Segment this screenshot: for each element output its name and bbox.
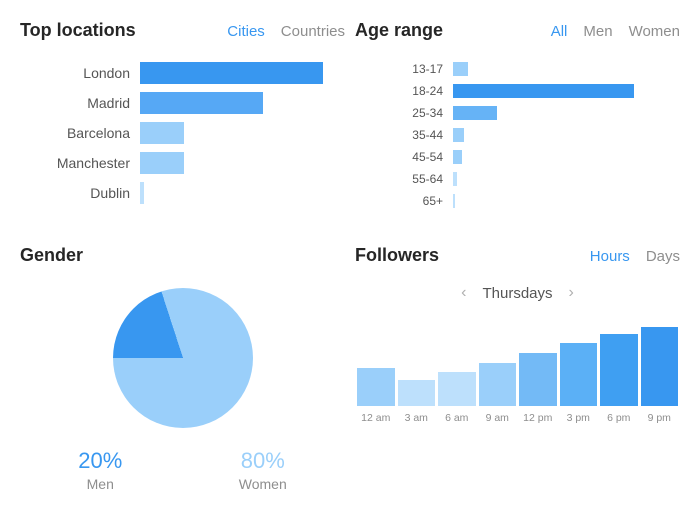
gender-men-pct: 20% <box>78 448 122 474</box>
location-row: Madrid <box>20 89 339 117</box>
age-range-title: Age range <box>355 20 443 41</box>
location-bar <box>140 62 323 84</box>
top-locations-chart: London Madrid Barcelona Manchester Dublin <box>20 59 345 207</box>
location-bar <box>140 122 184 144</box>
followers-chart-labels: 12 am3 am6 am9 am12 pm3 pm6 pm9 pm <box>355 412 680 424</box>
gender-women-label: Women <box>239 476 287 492</box>
age-bar <box>453 106 497 120</box>
followers-panel: Followers Hours Days ‹ Thursdays › 12 am… <box>355 245 680 514</box>
followers-bar-label: 3 pm <box>560 412 598 424</box>
followers-bar-label: 6 pm <box>600 412 638 424</box>
gender-title: Gender <box>20 245 83 266</box>
followers-bar-label: 9 am <box>479 412 517 424</box>
location-label: Barcelona <box>20 125 140 141</box>
gender-men-label: Men <box>78 476 122 492</box>
location-bar <box>140 182 144 204</box>
followers-bar <box>641 327 679 406</box>
followers-chart <box>355 320 680 406</box>
age-bar <box>453 128 464 142</box>
age-range-chart: 13-17 18-24 25-34 35-44 45-54 55-64 65+ <box>355 59 680 211</box>
tab-days[interactable]: Days <box>646 248 680 265</box>
age-row: 25-34 <box>355 103 674 123</box>
tab-age-all[interactable]: All <box>551 23 568 40</box>
followers-tabs: Hours Days <box>590 248 680 265</box>
age-row: 65+ <box>355 191 674 211</box>
age-label: 45-54 <box>355 150 453 164</box>
location-row: Dublin <box>20 179 339 207</box>
followers-bar <box>600 334 638 406</box>
age-row: 35-44 <box>355 125 674 145</box>
gender-panel: Gender 20% Men 80% Women <box>20 245 345 514</box>
age-bar <box>453 84 634 98</box>
location-bar <box>140 92 263 114</box>
followers-bar <box>479 363 517 406</box>
tab-age-men[interactable]: Men <box>583 23 612 40</box>
location-label: Madrid <box>20 95 140 111</box>
top-locations-title: Top locations <box>20 20 136 41</box>
chevron-left-icon[interactable]: ‹ <box>461 284 466 302</box>
tab-hours[interactable]: Hours <box>590 248 630 265</box>
age-bar <box>453 150 462 164</box>
followers-bar-label: 9 pm <box>641 412 679 424</box>
followers-bar <box>519 353 557 406</box>
followers-bar <box>398 380 436 406</box>
age-label: 35-44 <box>355 128 453 142</box>
location-row: Barcelona <box>20 119 339 147</box>
followers-bar-label: 6 am <box>438 412 476 424</box>
top-locations-panel: Top locations Cities Countries London Mad… <box>20 20 345 235</box>
top-locations-tabs: Cities Countries <box>227 23 345 40</box>
tab-countries[interactable]: Countries <box>281 23 345 40</box>
gender-women-value: 80% Women <box>239 448 287 492</box>
followers-title: Followers <box>355 245 439 266</box>
location-row: Manchester <box>20 149 339 177</box>
chevron-right-icon[interactable]: › <box>569 284 574 302</box>
age-bar <box>453 62 468 76</box>
location-label: London <box>20 65 140 81</box>
age-row: 55-64 <box>355 169 674 189</box>
age-label: 13-17 <box>355 62 453 76</box>
location-bar <box>140 152 184 174</box>
age-label: 65+ <box>355 194 453 208</box>
location-row: London <box>20 59 339 87</box>
age-bar <box>453 194 455 208</box>
age-row: 18-24 <box>355 81 674 101</box>
age-label: 25-34 <box>355 106 453 120</box>
followers-bar <box>560 343 598 406</box>
age-row: 45-54 <box>355 147 674 167</box>
followers-day-label: Thursdays <box>482 285 552 302</box>
age-range-panel: Age range All Men Women 13-17 18-24 25-34 3… <box>355 20 680 235</box>
location-label: Manchester <box>20 155 140 171</box>
age-bar <box>453 172 457 186</box>
followers-bar-label: 12 pm <box>519 412 557 424</box>
followers-day-selector: ‹ Thursdays › <box>355 284 680 302</box>
tab-cities[interactable]: Cities <box>227 23 265 40</box>
tab-age-women[interactable]: Women <box>629 23 680 40</box>
gender-pie-chart <box>113 288 253 428</box>
followers-bar <box>357 368 395 406</box>
age-row: 13-17 <box>355 59 674 79</box>
age-range-tabs: All Men Women <box>551 23 680 40</box>
gender-men-value: 20% Men <box>78 448 122 492</box>
followers-bar-label: 12 am <box>357 412 395 424</box>
age-label: 55-64 <box>355 172 453 186</box>
age-label: 18-24 <box>355 84 453 98</box>
gender-women-pct: 80% <box>239 448 287 474</box>
followers-bar-label: 3 am <box>398 412 436 424</box>
location-label: Dublin <box>20 185 140 201</box>
followers-bar <box>438 372 476 406</box>
